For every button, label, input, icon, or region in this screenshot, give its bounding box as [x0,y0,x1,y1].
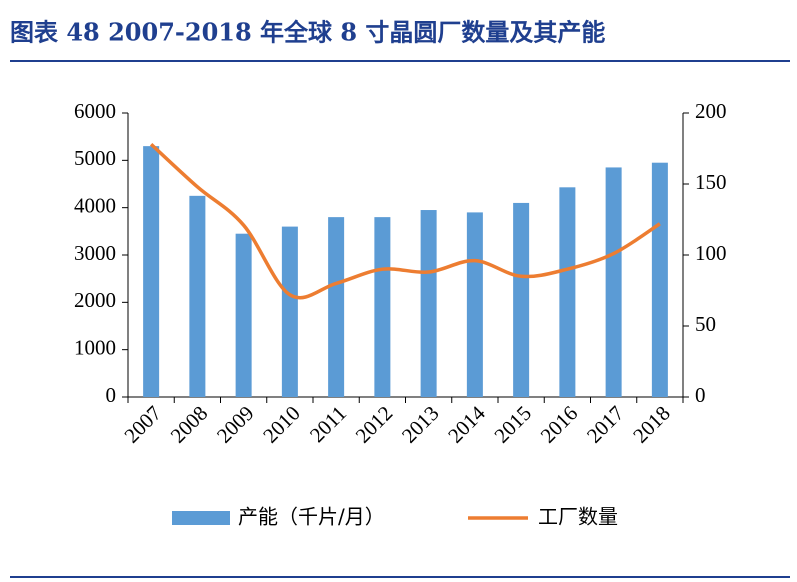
x-tick-label: 2011 [305,401,351,447]
y-tick-label: 2000 [74,288,116,312]
x-tick-label: 2007 [119,401,166,448]
bar [374,217,391,397]
bar [466,212,483,397]
y-tick-label: 1000 [74,335,116,359]
x-tick-label: 2015 [489,401,536,448]
x-tick-label: 2017 [582,401,629,448]
x-tick-label: 2010 [258,401,305,448]
bar [605,167,622,397]
bar [328,217,345,397]
bar [420,210,437,397]
x-tick-label: 2012 [351,401,398,448]
y-tick-label: 3000 [74,241,116,265]
y-tick-label: 6000 [74,99,116,123]
bar [513,202,530,397]
bar [559,187,576,397]
legend-swatch [172,511,230,525]
bar [235,233,252,397]
bar [651,162,668,397]
y2-tick-label: 150 [695,170,727,194]
y-tick-label: 0 [106,383,117,407]
bar [281,226,298,397]
y2-tick-label: 100 [695,241,727,265]
bar [189,195,206,397]
y-tick-label: 5000 [74,146,116,170]
x-tick-label: 2018 [628,401,675,448]
y-tick-label: 4000 [74,193,116,217]
line [149,142,661,300]
y2-tick-label: 200 [695,99,727,123]
x-tick-label: 2014 [443,401,490,448]
bar [143,146,160,397]
legend-label: 产能（千片/月） [238,505,385,529]
y2-tick-label: 0 [695,383,706,407]
x-tick-label: 2009 [212,401,259,448]
x-tick-label: 2008 [166,401,213,448]
legend-label: 工厂数量 [538,505,618,529]
x-tick-label: 2013 [397,401,444,448]
chart-title: 图表 48 2007-2018 年全球 8 寸晶圆厂数量及其产能 [10,18,605,47]
x-tick-label: 2016 [536,401,583,448]
y2-tick-label: 50 [695,312,716,336]
